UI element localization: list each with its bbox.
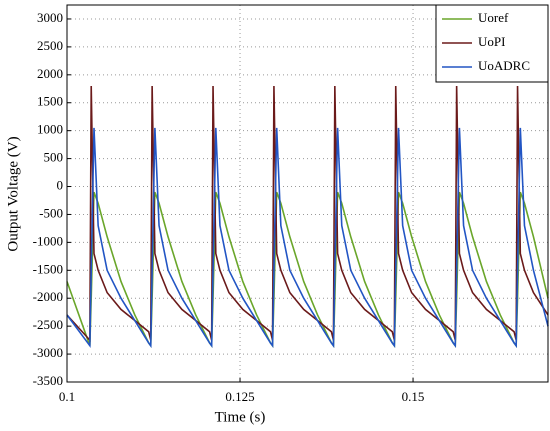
x-tick-label: 0.1 <box>59 389 75 404</box>
y-tick-label: -2500 <box>33 317 63 332</box>
y-tick-label: -500 <box>39 205 63 220</box>
y-tick-label: 2500 <box>37 38 63 53</box>
y-tick-label: 500 <box>44 150 64 165</box>
y-tick-label: 1500 <box>37 94 63 109</box>
x-tick-label: 0.15 <box>402 389 425 404</box>
series-line <box>66 127 549 349</box>
y-tick-label: 1000 <box>37 122 63 137</box>
y-tick-label: -1500 <box>33 261 63 276</box>
legend-label: Uoref <box>478 10 509 25</box>
y-tick-label: -2000 <box>33 289 63 304</box>
y-axis-label: Output Voltage (V) <box>5 136 21 251</box>
legend-label: UoADRC <box>478 58 530 73</box>
legend-label: UoPI <box>478 34 505 49</box>
x-axis-label: Time (s) <box>215 409 266 425</box>
y-tick-label: -3500 <box>33 373 63 388</box>
x-tick-label: 0.125 <box>225 389 254 404</box>
y-tick-label: -1000 <box>33 233 63 248</box>
plot-frame <box>66 4 549 383</box>
y-tick-label: 2000 <box>37 66 63 81</box>
y-tick-label: 0 <box>57 178 64 193</box>
y-tick-label: 3000 <box>37 10 63 25</box>
y-tick-label: -3000 <box>33 345 63 360</box>
